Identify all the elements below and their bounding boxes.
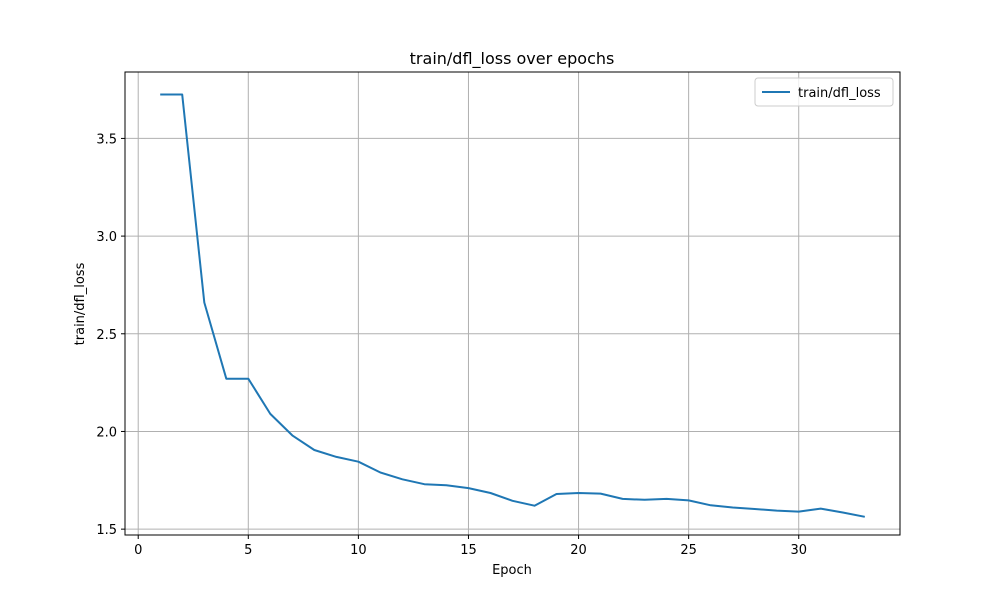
data-point (578, 492, 580, 494)
y-tick-label: 3.5 (96, 132, 117, 147)
plot-frame (124, 71, 901, 536)
series-line (160, 93, 865, 518)
x-tick-label: 0 (134, 543, 142, 558)
data-point (864, 516, 866, 518)
data-point (512, 500, 514, 502)
data-point (556, 493, 558, 495)
data-point (489, 492, 491, 494)
data-point (159, 93, 161, 95)
legend: train/dfl_loss (754, 77, 894, 107)
data-point (688, 499, 690, 501)
data-point (423, 483, 425, 485)
x-axis-label: Epoch (492, 563, 532, 578)
y-axis-label: train/dfl_loss (73, 262, 88, 345)
data-point (181, 93, 183, 95)
data-point (754, 508, 756, 510)
chart-title: train/dfl_loss over epochs (410, 49, 615, 69)
data-point (225, 378, 227, 380)
y-tick-label: 3.0 (96, 230, 117, 245)
x-axis: 0 5 10 15 20 25 30 (134, 535, 807, 558)
data-point (269, 413, 271, 415)
data-point (291, 434, 293, 436)
data-point (445, 484, 447, 486)
data-point (776, 510, 778, 512)
x-tick-label: 15 (460, 543, 477, 558)
data-point (666, 498, 668, 500)
data-point (842, 512, 844, 514)
legend-box (754, 77, 894, 107)
data-point (820, 508, 822, 510)
y-tick-label: 2.5 (96, 328, 117, 343)
y-tick-label: 1.5 (96, 523, 117, 538)
series-layer (159, 93, 866, 518)
x-tick-label: 5 (244, 543, 252, 558)
data-point (600, 493, 602, 495)
data-point (335, 456, 337, 458)
data-point (732, 506, 734, 508)
grid (125, 72, 900, 535)
data-point (622, 498, 624, 500)
data-point (644, 499, 646, 501)
data-point (798, 511, 800, 513)
y-axis: 1.5 2.0 2.5 3.0 3.5 (96, 132, 125, 538)
data-point (313, 449, 315, 451)
data-point (710, 504, 712, 506)
data-point (247, 378, 249, 380)
data-point (534, 505, 536, 507)
legend-label: train/dfl_loss (798, 86, 881, 101)
x-tick-label: 20 (570, 543, 587, 558)
x-tick-label: 25 (680, 543, 697, 558)
data-point (203, 302, 205, 304)
data-point (379, 471, 381, 473)
x-tick-label: 10 (350, 543, 367, 558)
data-point (467, 487, 469, 489)
data-point (401, 478, 403, 480)
y-tick-label: 2.0 (96, 425, 117, 440)
x-tick-label: 30 (790, 543, 807, 558)
data-point (357, 461, 359, 463)
